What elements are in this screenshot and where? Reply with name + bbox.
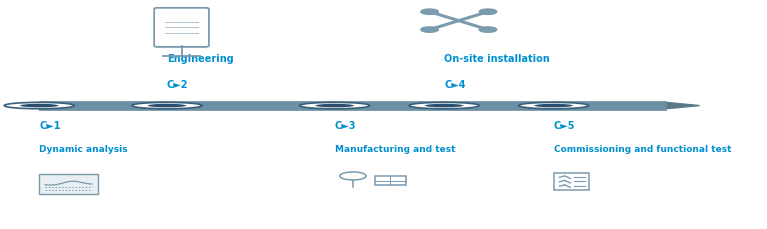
Circle shape — [421, 27, 438, 32]
Text: C►1: C►1 — [39, 121, 61, 131]
Bar — [555, 174, 589, 190]
Text: C►2: C►2 — [167, 80, 189, 90]
Text: C►4: C►4 — [444, 80, 466, 90]
Ellipse shape — [409, 102, 479, 109]
Circle shape — [421, 9, 438, 14]
Text: Dynamic analysis: Dynamic analysis — [39, 145, 128, 154]
Text: On-site installation: On-site installation — [444, 54, 550, 64]
Text: Engineering: Engineering — [167, 54, 234, 64]
Polygon shape — [667, 103, 700, 109]
Ellipse shape — [132, 102, 202, 109]
Bar — [375, 176, 406, 185]
Ellipse shape — [5, 102, 74, 109]
Ellipse shape — [300, 102, 370, 109]
Ellipse shape — [535, 104, 573, 107]
Text: Commissioning and functional test: Commissioning and functional test — [554, 145, 731, 154]
Bar — [39, 174, 97, 194]
Ellipse shape — [518, 102, 588, 109]
Circle shape — [479, 27, 497, 32]
Ellipse shape — [20, 104, 58, 107]
Circle shape — [479, 9, 497, 14]
Ellipse shape — [315, 104, 354, 107]
Text: Manufacturing and test: Manufacturing and test — [334, 145, 456, 154]
Text: C►3: C►3 — [334, 121, 356, 131]
Ellipse shape — [425, 104, 463, 107]
Ellipse shape — [148, 104, 186, 107]
Text: C►5: C►5 — [554, 121, 575, 131]
